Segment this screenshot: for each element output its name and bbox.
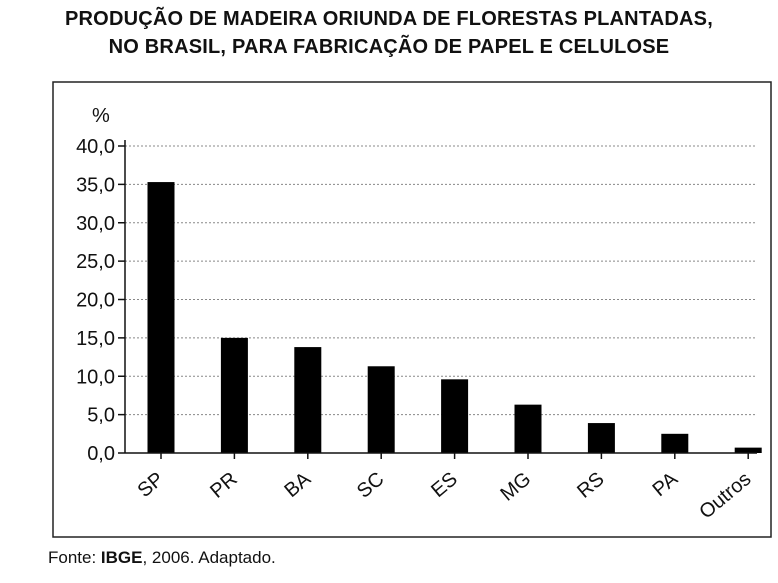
axes <box>118 140 757 459</box>
bar-pa <box>661 433 689 453</box>
source-prefix: Fonte: <box>48 548 101 567</box>
x-tick-label: ES <box>427 468 462 502</box>
bar-rs <box>587 423 615 453</box>
y-tick-label: 35,0 <box>76 174 115 196</box>
x-tick-label: MG <box>496 468 535 506</box>
y-tick-label: 5,0 <box>87 405 115 427</box>
x-tick-label: RS <box>573 468 608 503</box>
gridlines <box>125 145 757 416</box>
bar-es <box>441 379 469 453</box>
x-tick-label: SP <box>134 468 169 502</box>
bar-outros <box>734 447 762 453</box>
chart-title-line-1: PRODUÇÃO DE MADEIRA ORIUNDA DE FLORESTAS… <box>65 8 713 30</box>
bars <box>147 182 762 453</box>
x-tick-label: SC <box>353 468 388 503</box>
bar-sc <box>367 366 395 453</box>
y-tick-label: 10,0 <box>76 366 115 388</box>
y-axis-label: % <box>92 105 110 127</box>
x-tick-label: PR <box>206 468 241 503</box>
source-note: Fonte: IBGE, 2006. Adaptado. <box>48 548 276 568</box>
y-tick-label: 0,0 <box>87 443 115 465</box>
bar-mg <box>514 404 542 453</box>
x-tick-label: BA <box>280 468 315 502</box>
chart-frame <box>52 81 772 538</box>
x-tick-label: PA <box>649 468 683 501</box>
bar-pr <box>220 337 248 453</box>
y-tick-label: 40,0 <box>76 136 115 158</box>
x-tick-label: Outros <box>695 468 755 523</box>
chart-title-line-2: NO BRASIL, PARA FABRICAÇÃO DE PAPEL E CE… <box>108 36 670 58</box>
bar-sp <box>147 182 175 453</box>
y-tick-label: 15,0 <box>76 328 115 350</box>
source-suffix: , 2006. Adaptado. <box>142 548 276 567</box>
labels: 0,0 5,0 10,0 15,0 20,0 25,0 30,0 35,0 40,0% SP PR B… <box>76 105 755 523</box>
y-tick-label: 25,0 <box>76 251 115 273</box>
y-tick-label: 30,0 <box>76 213 115 235</box>
bar-ba <box>294 347 322 453</box>
y-tick-label: 20,0 <box>76 290 115 312</box>
source-org: IBGE <box>100 548 143 567</box>
